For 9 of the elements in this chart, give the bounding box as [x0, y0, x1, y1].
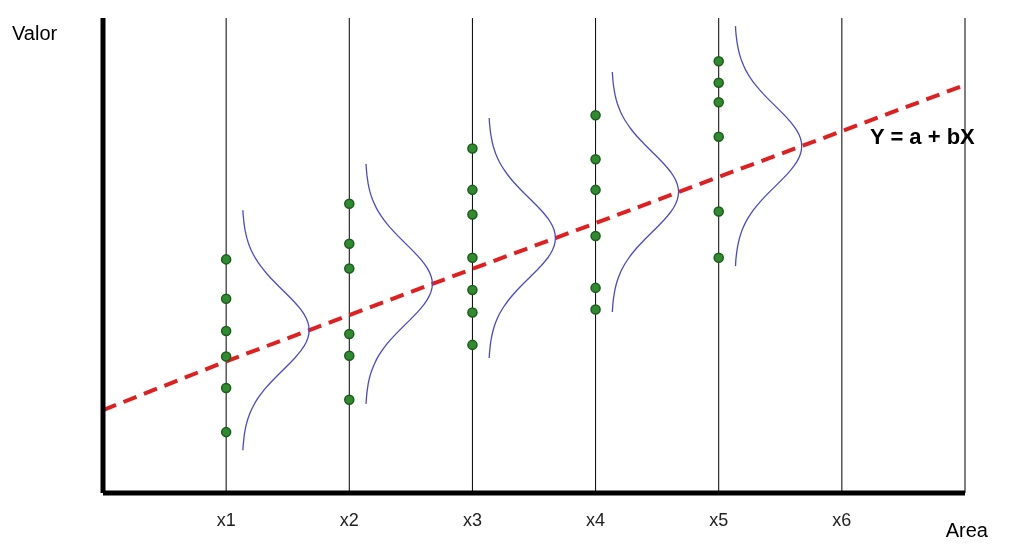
x-tick-label: x2 — [339, 509, 359, 530]
x-axis-title: Area — [945, 519, 988, 542]
y-axis-title: Valor — [12, 22, 58, 45]
x-tick-label: x5 — [709, 509, 729, 530]
x-tick-label: x4 — [586, 509, 606, 530]
x-tick-label: x3 — [462, 509, 482, 530]
x-tick-label: x1 — [216, 509, 236, 530]
annotation: Y = a + bX — [870, 124, 975, 150]
x-tick-label: x6 — [832, 509, 852, 530]
